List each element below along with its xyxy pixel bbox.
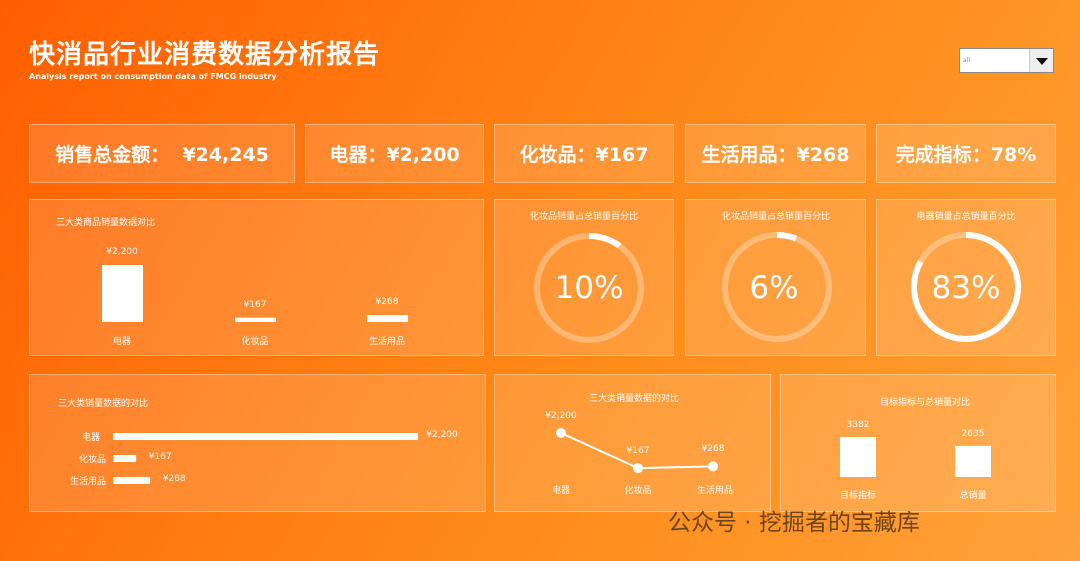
donut-arc (722, 232, 832, 342)
bar (367, 315, 408, 322)
bar (955, 445, 991, 477)
donut-card-3 (876, 199, 1056, 356)
donut-track (722, 232, 832, 342)
line-chart-card (494, 374, 771, 512)
line-point (556, 428, 566, 438)
dropdown-value: all (963, 57, 971, 64)
kpi-daily-goods: 生活用品：¥268 (685, 124, 866, 183)
y-tick-label: 化妆品 (78, 455, 106, 465)
donut-track (534, 233, 644, 343)
x-tick-label: 生活用品 (696, 486, 734, 496)
data-label: ¥268 (162, 474, 186, 484)
page-title: 快消品行业消费数据分析报告 (29, 40, 381, 70)
data-label: 3382 (846, 420, 870, 430)
x-tick-label: 目标指标 (839, 491, 877, 501)
watermark: 公众号 · 挖掘者的宝藏库 (668, 510, 920, 536)
chart-title: 化妆品销量占总销量百分比 (721, 212, 831, 222)
chart-title: 三大类销量数据的对比 (588, 394, 680, 404)
data-label: ¥2,200 (106, 247, 138, 257)
bar (113, 477, 151, 484)
chart-title: 目标指标与总销量对比 (879, 398, 971, 408)
chart-title: 三大类销量数据的对比 (58, 399, 149, 409)
data-label: ¥167 (243, 299, 267, 310)
kpi-appliances: 电器：¥2,200 (305, 124, 484, 183)
bar (113, 433, 418, 440)
x-tick-label: 化妆品 (241, 337, 269, 347)
chart-title: 化妆品销量占总销量百分比 (529, 212, 639, 222)
percent-label: 83% (931, 270, 1001, 306)
percent-label: 10% (554, 270, 624, 306)
line-series (560, 432, 714, 470)
bar (102, 265, 143, 322)
page-subtitle: Analysis report on consumption data of F… (29, 72, 277, 81)
chart-title: 电器销量占总销量百分比 (916, 212, 1016, 222)
y-tick-label: 电器 (81, 433, 100, 443)
donut-arc (911, 232, 1021, 342)
data-label: ¥2,200 (426, 430, 458, 440)
data-label: 2635 (961, 428, 985, 439)
percent-label: 6% (749, 270, 799, 306)
line-point (633, 463, 643, 474)
data-label: ¥268 (375, 297, 399, 308)
chart-title: 三大类商品销量数据对比 (56, 218, 156, 228)
y-tick-label: 生活用品 (69, 477, 106, 487)
x-tick-label: 化妆品 (624, 486, 652, 496)
filter-dropdown[interactable]: all (959, 48, 1054, 73)
chevron-down-icon[interactable] (1029, 49, 1053, 72)
bar-chart-card (29, 199, 484, 356)
kpi-completion: 完成指标：78% (876, 124, 1056, 183)
x-tick-label: 生活用品 (368, 337, 406, 347)
data-label: ¥268 (701, 444, 725, 455)
data-label: ¥167 (148, 452, 172, 462)
x-tick-label: 总销量 (959, 491, 987, 501)
donut-card-2 (685, 199, 866, 356)
bar (113, 455, 137, 462)
hbar-chart-card (29, 374, 486, 512)
line-point (708, 461, 718, 472)
bar (235, 317, 276, 322)
x-tick-label: 电器 (112, 337, 132, 347)
data-label: ¥167 (626, 446, 650, 457)
bar (840, 437, 876, 477)
kpi-total-sales: 销售总金额： ¥24,245 (29, 124, 295, 183)
donut-arc (534, 233, 644, 343)
data-label: ¥2,200 (545, 411, 577, 421)
donut-card-1 (494, 199, 674, 356)
kpi-cosmetics: 化妆品：¥167 (494, 124, 674, 183)
x-tick-label: 电器 (551, 486, 571, 496)
target-chart-card (780, 374, 1056, 512)
